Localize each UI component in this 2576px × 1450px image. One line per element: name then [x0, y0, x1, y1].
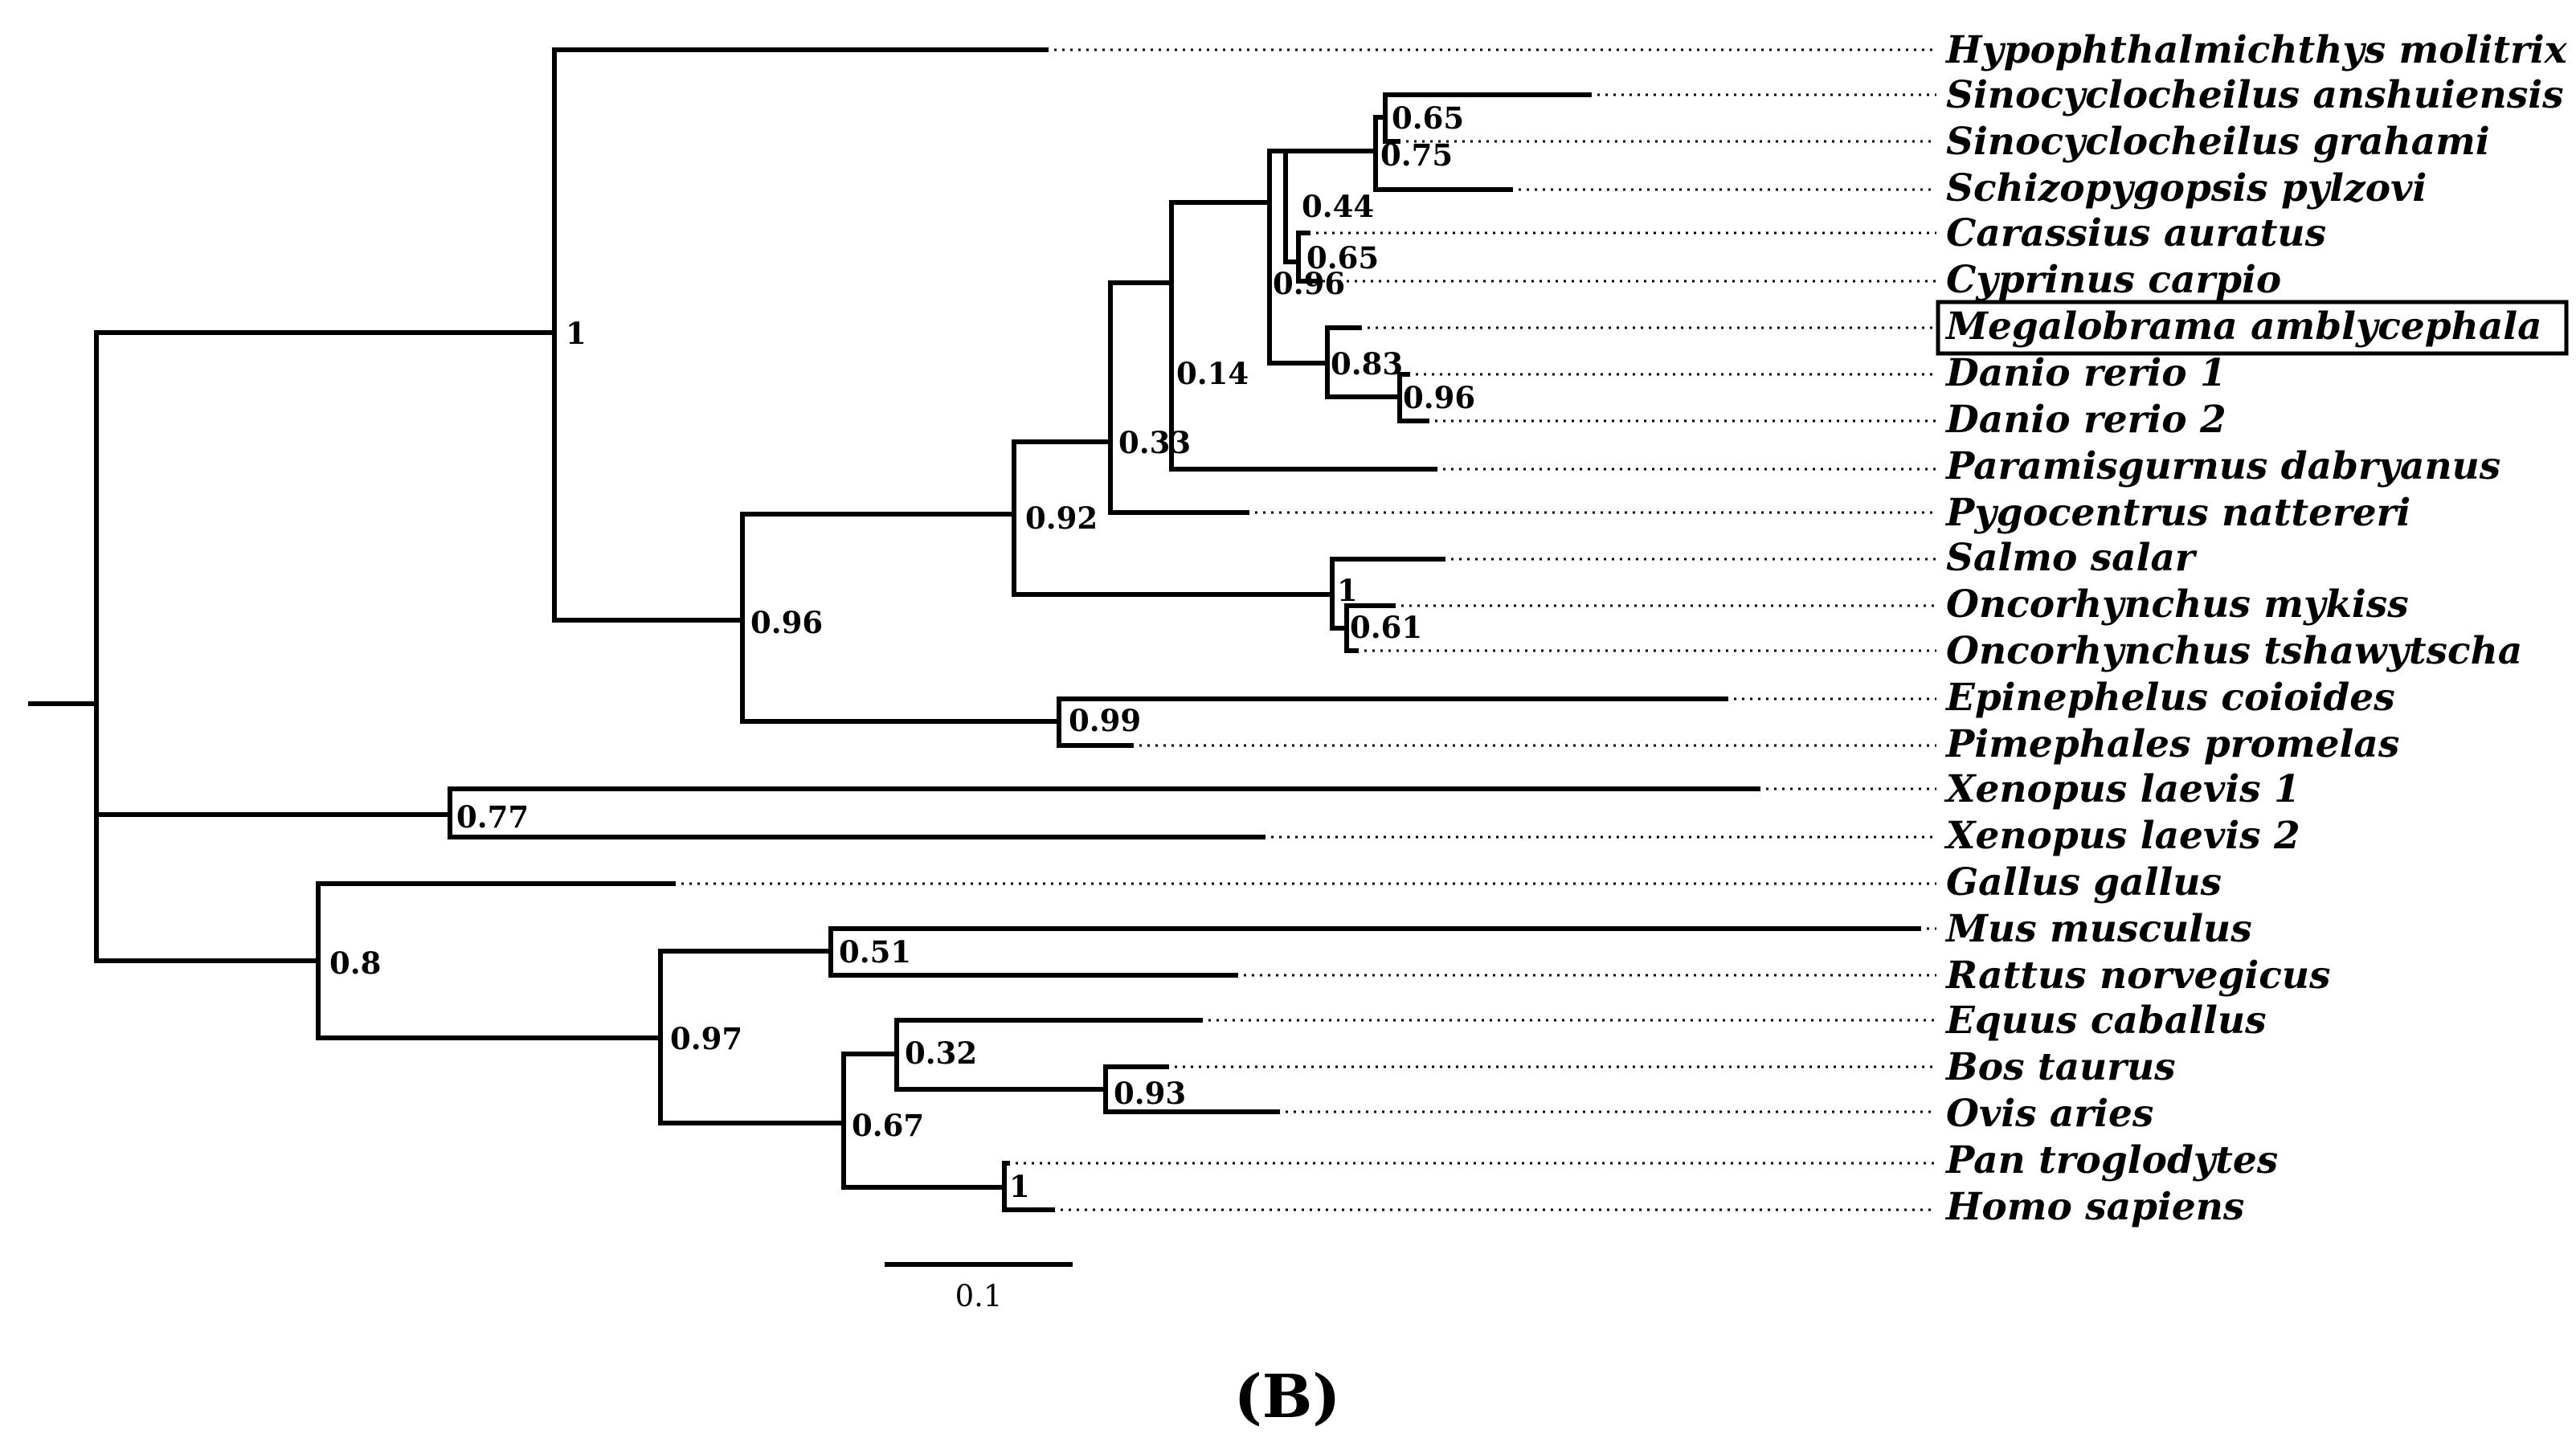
taxon-label: Oncorhynchus mykiss: [1946, 582, 2409, 627]
taxon-label: Carassius auratus: [1946, 211, 2326, 255]
support-label: 0.14: [1176, 356, 1249, 391]
taxon-label: Salmo salar: [1946, 536, 2198, 580]
support-label: 0.65: [1306, 240, 1379, 276]
support-label: 0.92: [1025, 500, 1098, 536]
support-label: 1: [1337, 573, 1358, 608]
taxon-label: Pan troglodytes: [1944, 1138, 2278, 1182]
support-label: 0.83: [1331, 346, 1403, 382]
taxon-label: Epinephelus coioides: [1944, 676, 2395, 720]
tree-branches: [28, 47, 1921, 1212]
taxon-label: Homo sapiens: [1944, 1185, 2244, 1229]
panel-label: (B): [1234, 1362, 1341, 1432]
taxon-label: Xenopus laevis 1: [1944, 767, 2300, 811]
support-label: 0.8: [329, 946, 381, 981]
support-label: 0.44: [1302, 189, 1374, 224]
taxon-label: Danio rerio 1: [1944, 351, 2226, 395]
taxon-label: Danio rerio 2: [1944, 398, 2226, 442]
taxon-label: Xenopus laevis 2: [1944, 814, 2300, 858]
support-values: 1 0.65 0.75 0.44 0.65 0.96 0.14 0.83 0.9…: [329, 100, 1475, 1204]
taxon-label: Bos taurus: [1944, 1045, 2176, 1089]
taxon-label: Sinocyclocheilus grahami: [1946, 120, 2490, 164]
support-label: 0.65: [1392, 100, 1464, 136]
support-label: 0.96: [750, 605, 823, 640]
taxon-label: Schizopygopsis pylzovi: [1946, 166, 2427, 210]
taxon-label-highlighted: Megalobrama amblycephala: [1944, 304, 2542, 349]
taxon-label: Equus caballus: [1944, 999, 2267, 1043]
taxon-label: Gallus gallus: [1946, 860, 2222, 905]
taxon-label: Pygocentrus nattereri: [1944, 491, 2410, 535]
taxon-label: Mus musculus: [1944, 907, 2252, 951]
highlight-box: [1936, 300, 2569, 356]
support-label: 0.67: [852, 1108, 924, 1143]
support-label: 0.96: [1403, 380, 1475, 415]
support-label: 0.99: [1069, 703, 1141, 738]
taxon-label: Cyprinus carpio: [1946, 258, 2281, 302]
support-label: 0.97: [670, 1021, 742, 1056]
taxon-label: Paramisgurnus dabryanus: [1944, 444, 2500, 488]
support-label: 0.77: [456, 799, 529, 835]
support-label: 0.96: [1273, 266, 1345, 301]
support-label: 1: [566, 316, 587, 351]
taxon-labels: Hypophthalmichthys molitrix Sinocycloche…: [1944, 28, 2568, 1229]
taxon-label: Ovis aries: [1946, 1092, 2153, 1136]
support-label: 0.51: [839, 934, 911, 970]
support-label: 1: [1009, 1169, 1030, 1204]
support-label: 0.32: [905, 1035, 977, 1071]
support-label: 0.75: [1380, 137, 1453, 173]
taxon-label: Rattus norvegicus: [1944, 954, 2330, 998]
taxon-label: Pimephales promelas: [1944, 722, 2399, 766]
scale-bar-label: 0.1: [955, 1279, 1003, 1313]
taxon-label: Oncorhynchus tshawytscha: [1946, 629, 2522, 673]
scale-bar: 0.1: [885, 1262, 1073, 1313]
support-label: 0.61: [1350, 610, 1422, 645]
taxon-label: Sinocyclocheilus anshuiensis: [1946, 73, 2564, 117]
tree-leaders: [673, 48, 1936, 1211]
taxon-label: Hypophthalmichthys molitrix: [1944, 28, 2568, 72]
support-label: 0.33: [1118, 425, 1191, 460]
support-label: 0.93: [1114, 1076, 1186, 1111]
